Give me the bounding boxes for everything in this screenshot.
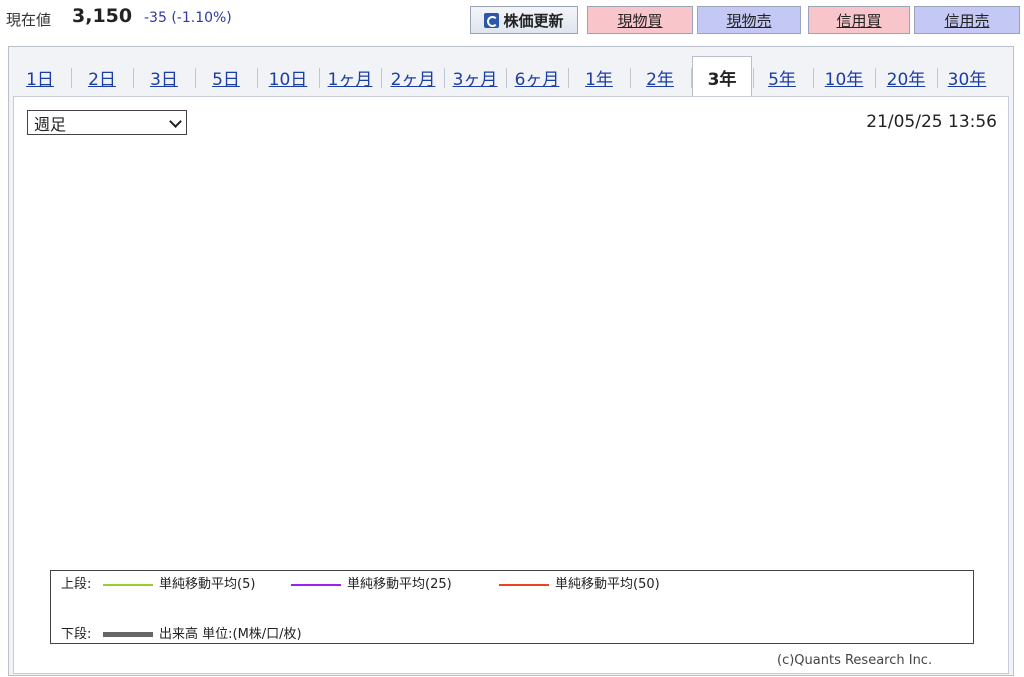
- tab-separator: [937, 68, 938, 88]
- legend-volume-label: 出来高 単位:(M株/口/枚): [159, 627, 302, 642]
- tab-separator: [71, 68, 72, 88]
- refresh-price-label: 株価更新: [503, 11, 564, 30]
- chart-legend: 上段: 単純移動平均(5) 単純移動平均(25) 単純移動平均(50) 下段: …: [50, 570, 974, 644]
- interval-select[interactable]: 週足: [27, 110, 187, 135]
- legend-volume: 出来高 単位:(M株/口/枚): [103, 623, 302, 642]
- tab-period-12[interactable]: 3年: [692, 56, 752, 98]
- tab-separator: [630, 68, 631, 88]
- copyright: (c)Quants Research Inc.: [777, 653, 933, 668]
- cash-buy-button[interactable]: 現物買: [587, 6, 693, 34]
- chart-timestamp: 21/05/25 13:56: [866, 112, 997, 132]
- cash-sell-button[interactable]: 現物売: [697, 6, 801, 34]
- tab-period-7[interactable]: 2ヶ月: [390, 69, 436, 90]
- price-change: -35 (-1.10%): [144, 10, 232, 26]
- legend-ma25-label: 単純移動平均(25): [347, 577, 452, 592]
- tab-period-4[interactable]: 5日: [212, 69, 240, 90]
- tab-period-1[interactable]: 1日: [26, 69, 54, 90]
- tab-period-15[interactable]: 20年: [886, 69, 926, 90]
- margin-buy-button[interactable]: 信用買: [808, 6, 910, 34]
- legend-ma5: 単純移動平均(5): [103, 573, 255, 592]
- tab-period-5[interactable]: 10日: [268, 69, 308, 90]
- tab-separator: [195, 68, 196, 88]
- tab-period-13[interactable]: 5年: [768, 69, 796, 90]
- period-tabs: 1日 2日 3日 5日 10日 1ヶ月 2ヶ月 3ヶ月 6ヶ月 1年 2年 3年 5年 10年 20年 30年: [10, 56, 1013, 98]
- chevron-down-icon: [169, 115, 182, 128]
- tab-separator: [875, 68, 876, 88]
- tab-separator: [133, 68, 134, 88]
- tab-period-9[interactable]: 6ヶ月: [514, 69, 560, 90]
- tab-period-10[interactable]: 1年: [585, 69, 613, 90]
- refresh-icon: [484, 12, 500, 28]
- tab-separator: [506, 68, 507, 88]
- legend-ma25: 単純移動平均(25): [291, 573, 452, 592]
- tab-period-6[interactable]: 1ヶ月: [327, 69, 373, 90]
- cash-buy-label: 現物買: [617, 11, 663, 30]
- current-price-label: 現在値: [6, 11, 52, 29]
- tab-separator: [813, 68, 814, 88]
- legend-ma50-label: 単純移動平均(50): [555, 577, 660, 592]
- legend-lower-label: 下段:: [61, 627, 92, 642]
- tab-separator: [568, 68, 569, 88]
- tab-period-8[interactable]: 3ヶ月: [452, 69, 498, 90]
- cash-sell-label: 現物売: [726, 11, 772, 30]
- tab-period-11[interactable]: 2年: [646, 69, 674, 90]
- tab-separator: [753, 68, 754, 88]
- legend-volume-swatch: [103, 632, 153, 637]
- margin-sell-button[interactable]: 信用売: [914, 6, 1020, 34]
- legend-ma50: 単純移動平均(50): [499, 573, 660, 592]
- tab-period-16[interactable]: 30年: [947, 69, 987, 90]
- tab-separator: [257, 68, 258, 88]
- tab-separator: [319, 68, 320, 88]
- tab-period-14[interactable]: 10年: [824, 69, 864, 90]
- tab-period-3[interactable]: 3日: [150, 69, 178, 90]
- legend-ma25-swatch: [291, 583, 341, 586]
- refresh-price-button[interactable]: 株価更新: [470, 6, 578, 34]
- margin-sell-label: 信用売: [944, 11, 990, 30]
- legend-upper-label: 上段:: [61, 577, 92, 592]
- legend-ma50-swatch: [499, 583, 549, 586]
- margin-buy-label: 信用買: [836, 11, 882, 30]
- legend-ma5-swatch: [103, 583, 153, 586]
- current-price-value: 3,150: [72, 5, 133, 27]
- tab-period-2[interactable]: 2日: [88, 69, 116, 90]
- quote-bar: 現在値 3,150 -35 (-1.10%) 株価更新 現物買 現物売 信用買 …: [0, 0, 1024, 40]
- tab-separator: [381, 68, 382, 88]
- interval-select-value: 週足: [34, 114, 67, 134]
- tab-separator: [691, 68, 692, 88]
- tab-separator: [444, 68, 445, 88]
- legend-ma5-label: 単純移動平均(5): [159, 577, 256, 592]
